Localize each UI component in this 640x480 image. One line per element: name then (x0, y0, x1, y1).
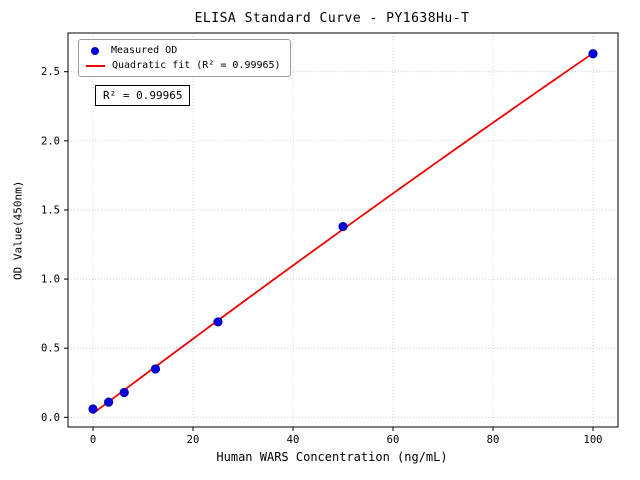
data-point (88, 404, 98, 414)
y-tick-label: 1.5 (41, 204, 60, 216)
x-tick-label: 20 (187, 434, 200, 446)
data-point (119, 387, 129, 398)
plot-border (67, 32, 619, 428)
y-axis-label: OD Value(450nm) (11, 180, 25, 280)
r-squared-annotation: R² = 0.99965 (95, 85, 191, 106)
legend-item-measured-od: Measured OD (86, 45, 281, 56)
quadratic-fit-line (92, 52, 594, 415)
y-tick-label: 0.5 (41, 343, 60, 355)
legend-label-measured-od: Measured OD (111, 45, 178, 56)
data-point (213, 317, 223, 327)
x-tick-label: 0 (90, 434, 96, 446)
data-point (150, 364, 161, 374)
x-tick-label: 60 (387, 434, 400, 446)
line-marker-icon (86, 64, 105, 67)
y-tick-label: 2.5 (41, 66, 60, 78)
x-tick-label: 40 (287, 434, 300, 446)
x-tick-label: 80 (487, 434, 500, 446)
x-tick-label: 100 (584, 434, 603, 446)
legend: Measured OD Quadratic fit (R² = 0.99965) (78, 39, 291, 77)
legend-label-quadratic-fit: Quadratic fit (R² = 0.99965) (112, 60, 281, 71)
y-tick-label: 1.0 (41, 274, 60, 286)
y-tick-label: 0.0 (41, 412, 60, 424)
y-tick-label: 2.0 (41, 135, 60, 147)
x-axis-label: Human WARS Concentration (ng/mL) (216, 450, 448, 464)
scatter-marker-icon (91, 46, 99, 55)
data-point (104, 397, 114, 407)
chart-title: ELISA Standard Curve - PY1638Hu-T (194, 11, 470, 26)
data-point (588, 49, 598, 59)
data-point (338, 221, 348, 232)
legend-item-quadratic-fit: Quadratic fit (R² = 0.99965) (86, 60, 281, 71)
